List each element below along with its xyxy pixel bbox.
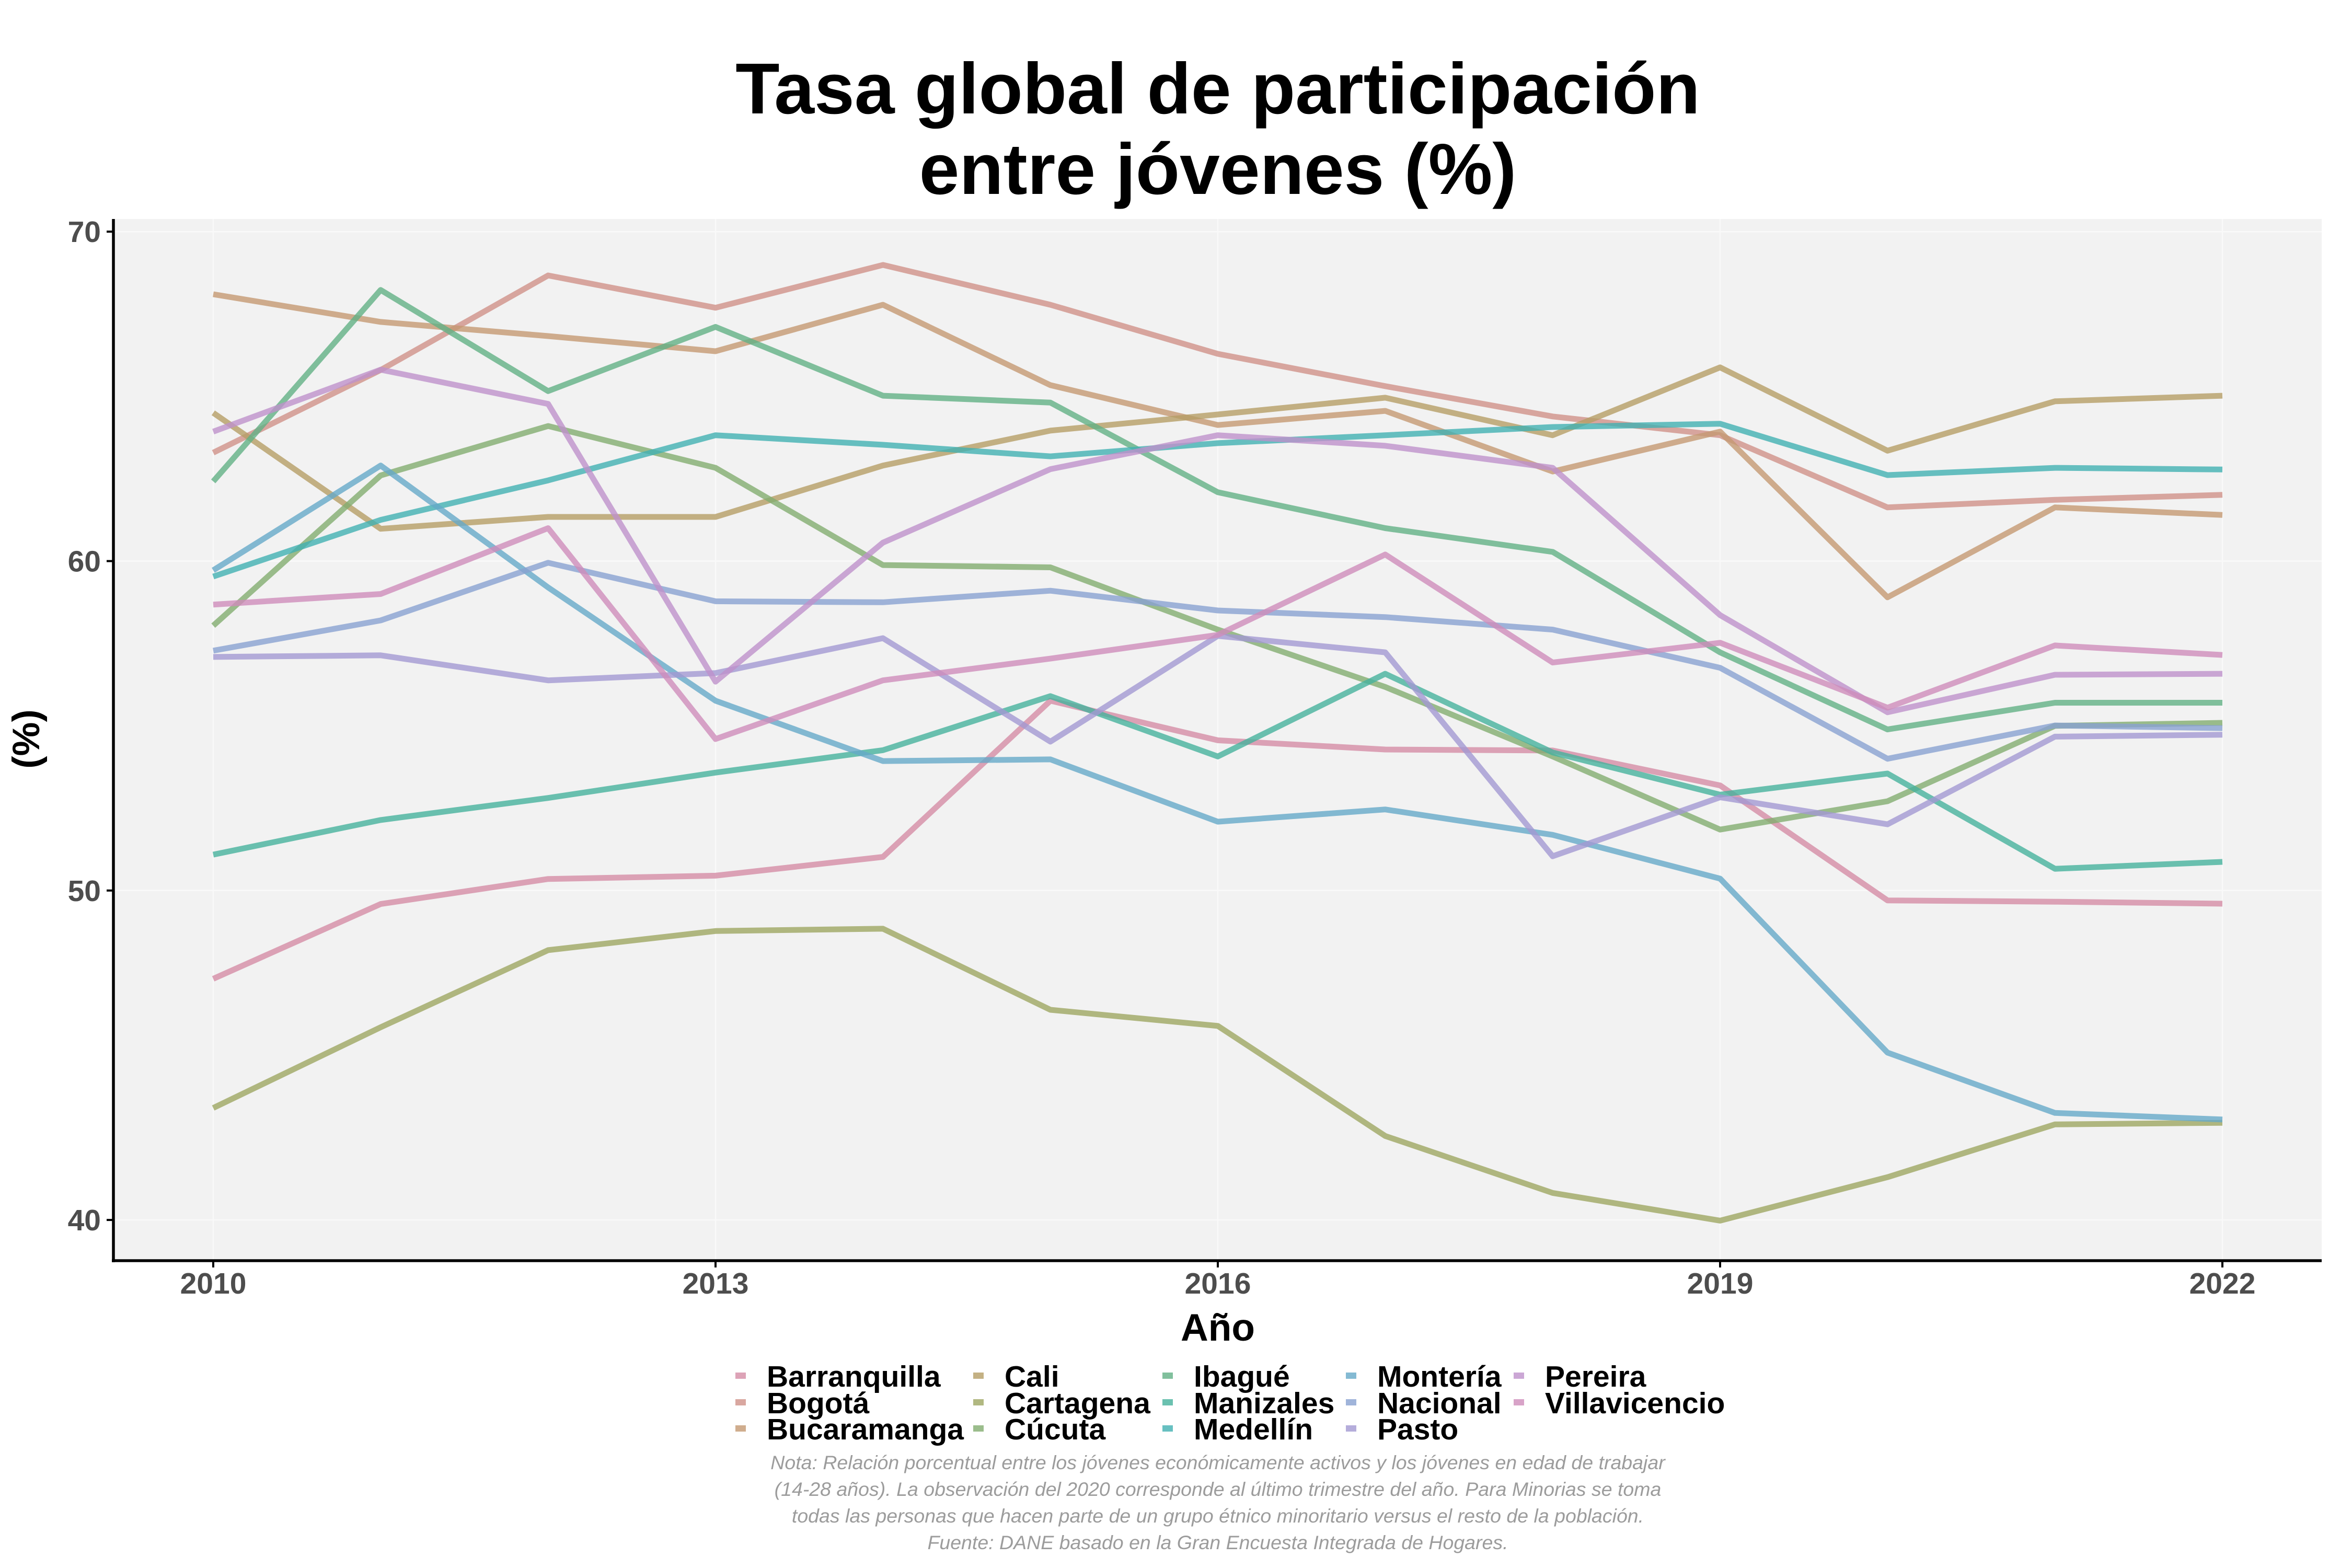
svg-text:Tasa global de participación: Tasa global de participación [735,49,1700,129]
svg-text:Año: Año [1181,1307,1255,1349]
svg-text:60: 60 [68,545,101,579]
svg-text:Cartagena: Cartagena [1005,1387,1151,1420]
svg-text:todas las personas que hacen p: todas las personas que hacen parte de un… [792,1505,1644,1527]
svg-text:Pasto: Pasto [1377,1413,1458,1446]
svg-text:70: 70 [68,215,101,249]
svg-text:2013: 2013 [683,1267,749,1300]
svg-text:Nota: Relación porcentual entr: Nota: Relación porcentual entre los jóve… [770,1451,1666,1473]
svg-text:entre jóvenes (%): entre jóvenes (%) [919,129,1517,210]
svg-text:Bucaramanga: Bucaramanga [767,1413,964,1446]
svg-text:Fuente: DANE basado en la Gran: Fuente: DANE basado en la Gran Encuesta … [927,1531,1508,1553]
svg-text:Cúcuta: Cúcuta [1005,1413,1106,1446]
svg-text:Nacional: Nacional [1377,1387,1502,1420]
svg-text:2022: 2022 [2189,1267,2256,1300]
svg-text:40: 40 [68,1204,101,1237]
svg-text:Pereira: Pereira [1545,1360,1647,1393]
svg-text:2016: 2016 [1185,1267,1251,1300]
svg-text:50: 50 [68,874,101,908]
svg-text:Montería: Montería [1377,1360,1502,1393]
svg-text:Villavicencio: Villavicencio [1545,1387,1725,1420]
svg-text:Medellín: Medellín [1194,1413,1313,1446]
svg-text:(%): (%) [5,709,48,769]
svg-text:(14-28 años). La observación d: (14-28 años). La observación del 2020 co… [775,1478,1662,1500]
svg-text:Cali: Cali [1005,1360,1059,1393]
svg-text:Bogotá: Bogotá [767,1387,870,1420]
svg-text:2019: 2019 [1687,1267,1754,1300]
svg-text:Manizales: Manizales [1194,1387,1334,1420]
svg-text:Barranquilla: Barranquilla [767,1360,941,1393]
svg-text:Ibagué: Ibagué [1194,1360,1290,1393]
svg-text:2010: 2010 [180,1267,247,1300]
